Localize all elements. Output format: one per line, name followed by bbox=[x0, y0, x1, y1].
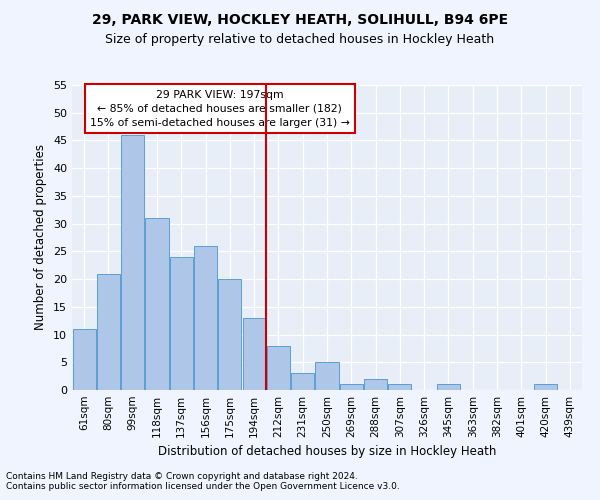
Bar bbox=[218, 279, 241, 390]
Bar bbox=[194, 246, 217, 390]
Bar bbox=[145, 218, 169, 390]
Y-axis label: Number of detached properties: Number of detached properties bbox=[34, 144, 47, 330]
Bar bbox=[316, 362, 338, 390]
Bar bbox=[388, 384, 412, 390]
Bar bbox=[170, 257, 193, 390]
Text: 29 PARK VIEW: 197sqm
← 85% of detached houses are smaller (182)
15% of semi-deta: 29 PARK VIEW: 197sqm ← 85% of detached h… bbox=[90, 90, 350, 128]
Bar bbox=[97, 274, 120, 390]
Bar bbox=[340, 384, 363, 390]
Bar bbox=[364, 379, 387, 390]
Bar bbox=[437, 384, 460, 390]
Text: Contains public sector information licensed under the Open Government Licence v3: Contains public sector information licen… bbox=[6, 482, 400, 491]
Text: Contains HM Land Registry data © Crown copyright and database right 2024.: Contains HM Land Registry data © Crown c… bbox=[6, 472, 358, 481]
Bar bbox=[267, 346, 290, 390]
Bar bbox=[534, 384, 557, 390]
Bar bbox=[73, 329, 95, 390]
Text: 29, PARK VIEW, HOCKLEY HEATH, SOLIHULL, B94 6PE: 29, PARK VIEW, HOCKLEY HEATH, SOLIHULL, … bbox=[92, 12, 508, 26]
Bar bbox=[242, 318, 266, 390]
Bar bbox=[121, 135, 144, 390]
X-axis label: Distribution of detached houses by size in Hockley Heath: Distribution of detached houses by size … bbox=[158, 446, 496, 458]
Text: Size of property relative to detached houses in Hockley Heath: Size of property relative to detached ho… bbox=[106, 32, 494, 46]
Bar bbox=[291, 374, 314, 390]
